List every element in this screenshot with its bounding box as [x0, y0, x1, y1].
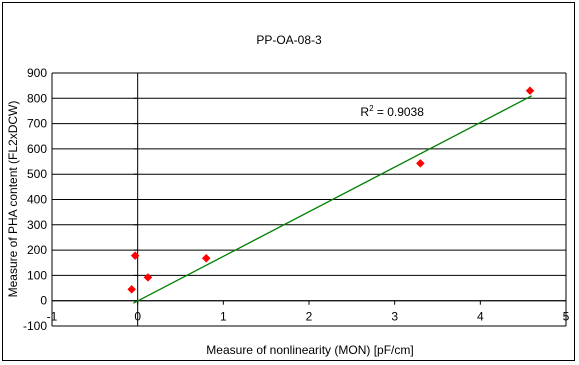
- x-tick-label: 2: [306, 310, 313, 324]
- y-tick-label: 300: [27, 218, 47, 232]
- x-tick-label: 3: [391, 310, 398, 324]
- y-tick-label: 200: [27, 243, 47, 257]
- x-tick-label: 0: [134, 310, 141, 324]
- x-tick-label: 4: [477, 310, 484, 324]
- trendline-group: [133, 95, 533, 304]
- y-tick-labels: -100 0 100 200 300 400 500 600 700 800 900: [23, 66, 47, 333]
- data-point: [143, 273, 153, 282]
- chart-title: PP-OA-08-3: [256, 33, 322, 47]
- y-tick-label: 100: [27, 268, 47, 282]
- y-tick-label: 600: [27, 142, 47, 156]
- r2-value: = 0.9038: [374, 105, 425, 119]
- data-point: [127, 284, 137, 294]
- data-point: [130, 251, 140, 261]
- x-tick-labels: -1 0 1 2 3 4 5: [47, 310, 570, 324]
- x-axis-label: Measure of nonlinearity (MON) [pF/cm]: [206, 343, 413, 357]
- r2-label: R: [360, 105, 369, 119]
- y-tick-label: -100: [23, 319, 47, 333]
- y-tick-label: 900: [27, 66, 47, 80]
- data-point: [416, 158, 425, 168]
- x-tick-label: 5: [563, 310, 570, 324]
- trendline: [133, 95, 533, 304]
- data-point: [201, 253, 211, 263]
- y-axis-label: Measure of PHA content (FL2xDCW): [6, 101, 20, 298]
- x-tick-label: 1: [220, 310, 227, 324]
- data-point: [525, 86, 535, 96]
- r-squared-annotation: R2 = 0.9038: [360, 104, 424, 119]
- y-tick-label: 400: [27, 193, 47, 207]
- y-tick-label: 700: [27, 117, 47, 131]
- y-tick-label: 800: [27, 91, 47, 105]
- x-tick-label: -1: [47, 310, 58, 324]
- data-markers: [127, 86, 535, 294]
- y-tick-label: 500: [27, 167, 47, 181]
- r2-superscript: 2: [369, 104, 374, 113]
- y-tick-label: 0: [40, 294, 47, 308]
